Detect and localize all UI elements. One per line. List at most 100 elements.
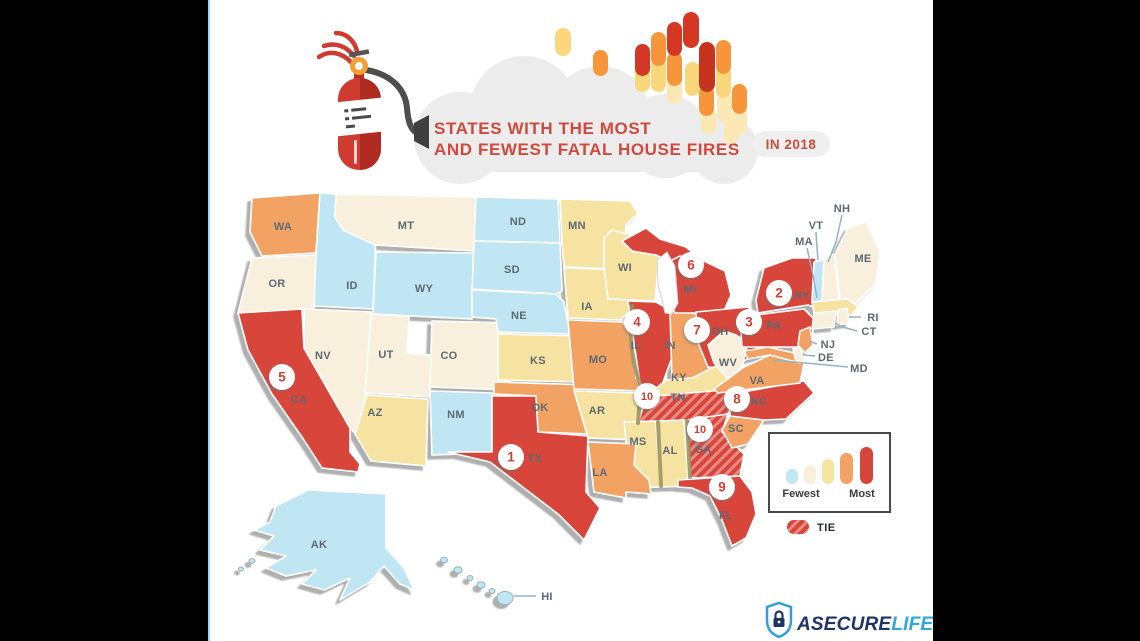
state-HI-island [476,581,486,589]
title-line1: STATES WITH THE MOST [434,119,651,138]
rank-badge-number-TN: 10 [641,391,653,403]
state-WY [372,251,475,320]
rank-badge-CA [269,364,295,390]
state-label-FL: FL [719,510,733,522]
state-label-KY: KY [671,372,687,384]
year-badge-label: IN 2018 [766,137,817,152]
rank-badge-number-NC: 8 [733,392,741,407]
state-label-MT: MT [398,220,414,232]
legend-most-label: Most [849,488,875,500]
state-label-WY: WY [415,283,434,295]
logo-part2: LIFE [891,614,933,635]
state-label-ND: ND [510,216,527,228]
callout-label-CT: CT [861,326,876,338]
rank-badge-number-IL: 4 [633,315,641,330]
state-label-PA: PA [766,320,781,332]
callout-label-DE: DE [818,352,834,364]
state-label-IA: IA [581,301,593,313]
state-label-MI: MI [684,284,697,296]
state-DE [792,346,806,363]
rank-badge-number-PA: 3 [745,315,753,330]
rank-badge-number-FL: 9 [718,480,726,495]
flame-icon [555,12,747,144]
callout-line-NJ [808,340,818,345]
state-NC [729,380,815,421]
state-HI-island [488,588,496,594]
state-CT [811,310,837,330]
state-label-ME: ME [854,253,871,265]
rank-badge-MI [678,252,704,278]
rank-badge-TN [634,383,660,409]
callout-label-RI: RI [867,312,879,324]
state-label-MN: MN [568,220,586,232]
logo-part1: ASECURE [796,614,892,635]
state-HI-island [496,590,514,606]
rank-badge-number-MI: 6 [687,258,695,273]
state-label-CA: CA [291,394,308,406]
state-label-NY: NY [794,290,810,302]
rank-badge-number-NY: 2 [775,286,783,301]
state-label-OK: OK [531,402,548,414]
fire-extinguisher-icon [316,30,429,170]
rank-badge-number-OH: 7 [693,323,701,338]
callout-line-CT [834,322,858,332]
state-NE [471,289,571,335]
state-label-AR: AR [589,405,606,417]
state-label-NC: NC [751,396,768,408]
state-label-UT: UT [378,349,393,361]
state-label-NE: NE [511,310,527,322]
state-NJ [797,326,814,354]
state-AK-island [248,558,256,564]
callout-label-HI: HI [541,591,553,603]
rank-badge-number-TX: 1 [507,450,515,465]
tie-hatch-swatch [787,520,809,534]
state-SD [471,240,563,295]
callout-line-VT [815,231,819,261]
state-HI-island [466,575,474,581]
state-UT [364,313,433,398]
state-WV [707,330,749,380]
left-edge-line [208,0,210,641]
state-label-SC: SC [728,423,744,435]
callout-line-DE [802,354,816,357]
rank-badge-number-CA: 5 [278,370,286,385]
rank-badge-OH [684,317,710,343]
rank-badge-FL [709,474,735,500]
state-label-GA: GA [694,444,711,456]
callout-label-NH: NH [834,203,851,215]
legend: Fewest Most TIE [768,432,891,534]
state-label-AL: AL [662,445,677,457]
legend-fewest-label: Fewest [782,488,820,500]
state-label-SD: SD [504,264,520,276]
rank-badge-GA [687,416,713,442]
state-HI-island [453,566,463,574]
state-label-NM: NM [447,409,465,421]
state-label-TN: TN [670,392,685,404]
callout-line-MA [806,247,818,299]
state-label-AK: AK [311,539,328,551]
state-label-IN: IN [664,340,676,352]
state-label-TX: TX [528,453,543,465]
title-line2: AND FEWEST FATAL HOUSE FIRES [434,140,740,159]
state-LA [587,441,652,499]
state-label-NV: NV [315,350,331,362]
state-labels: WA OR CA ID MT WY NV UT CO AZ NM ND SD NE KS OK TX MN IA MO… [268,216,871,551]
state-AK [253,489,415,601]
state-AZ [354,394,429,467]
state-label-WI: WI [618,262,632,274]
asecurelife-logo: ASECURELIFE [765,601,934,639]
state-label-VA: VA [749,375,764,387]
state-TN [637,388,735,425]
logo-wordmark: ASECURELIFE [796,614,933,635]
state-NM [429,390,493,456]
state-label-OH: OH [711,326,728,338]
callout-line-MD [773,359,849,368]
infographic-canvas: STATES WITH THE MOST AND FEWEST FATAL HO… [208,0,934,641]
year-badge [752,131,830,157]
state-label-LA: LA [592,467,607,479]
state-label-WA: WA [274,221,292,233]
state-label-OR: OR [268,278,285,290]
state-label-KS: KS [530,355,546,367]
callout-label-MA: MA [795,236,813,248]
